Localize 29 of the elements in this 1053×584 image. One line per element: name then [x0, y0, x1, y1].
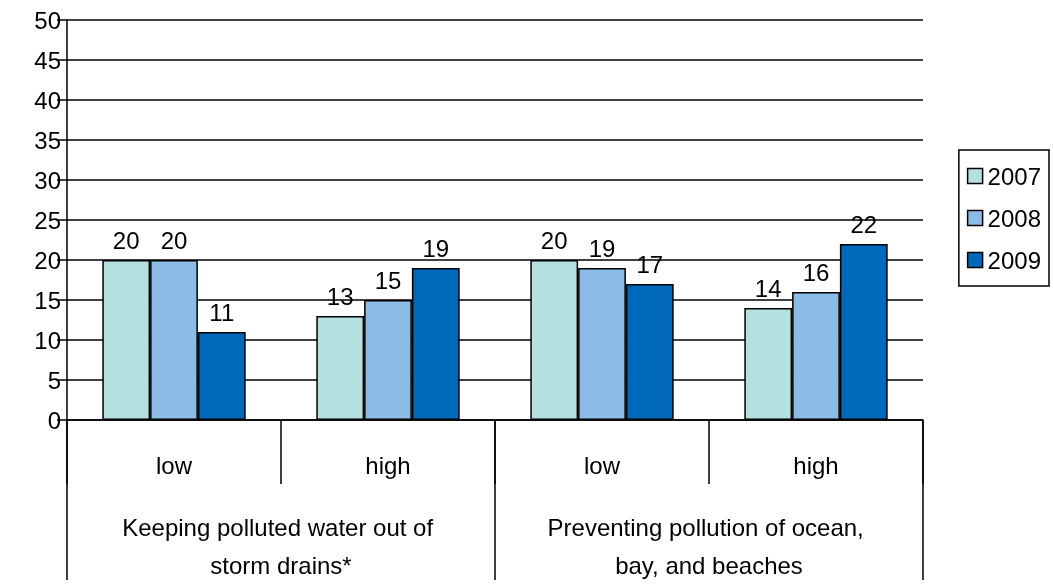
x-tick-label: high — [365, 451, 411, 479]
data-label: 14 — [754, 274, 782, 302]
data-label: 11 — [209, 298, 235, 326]
y-tick-label: 30 — [34, 166, 61, 194]
y-tick-label: 5 — [47, 366, 61, 394]
legend-label: 2007 — [987, 162, 1041, 190]
data-label: 19 — [422, 234, 450, 262]
x-tick-label: low — [155, 451, 193, 479]
data-label: 19 — [588, 234, 616, 262]
y-tick-label: 40 — [34, 86, 61, 114]
x-tick-label: low — [583, 451, 621, 479]
text: Preventing pollution of ocean, bay, and beaches — [547, 513, 871, 579]
text: Keeping polluted water out of storm drains* — [122, 513, 440, 579]
y-tick-label: 50 — [34, 6, 61, 34]
legend-label: 2008 — [987, 204, 1041, 232]
y-tick-label: 0 — [47, 406, 61, 434]
y-tick-label: 35 — [34, 126, 61, 154]
data-label: 20 — [160, 226, 188, 254]
data-label: 20 — [112, 226, 140, 254]
y-tick-label: 15 — [34, 286, 61, 314]
data-label: 20 — [540, 226, 568, 254]
y-tick-label: 25 — [34, 206, 61, 234]
data-label: 16 — [802, 258, 830, 286]
data-label: 15 — [374, 266, 402, 294]
legend-label: 2009 — [987, 246, 1041, 274]
y-tick-label: 20 — [34, 246, 61, 274]
y-tick-label: 10 — [34, 326, 61, 354]
y-tick-label: 45 — [34, 46, 61, 74]
x-tick-label: high — [793, 451, 839, 479]
